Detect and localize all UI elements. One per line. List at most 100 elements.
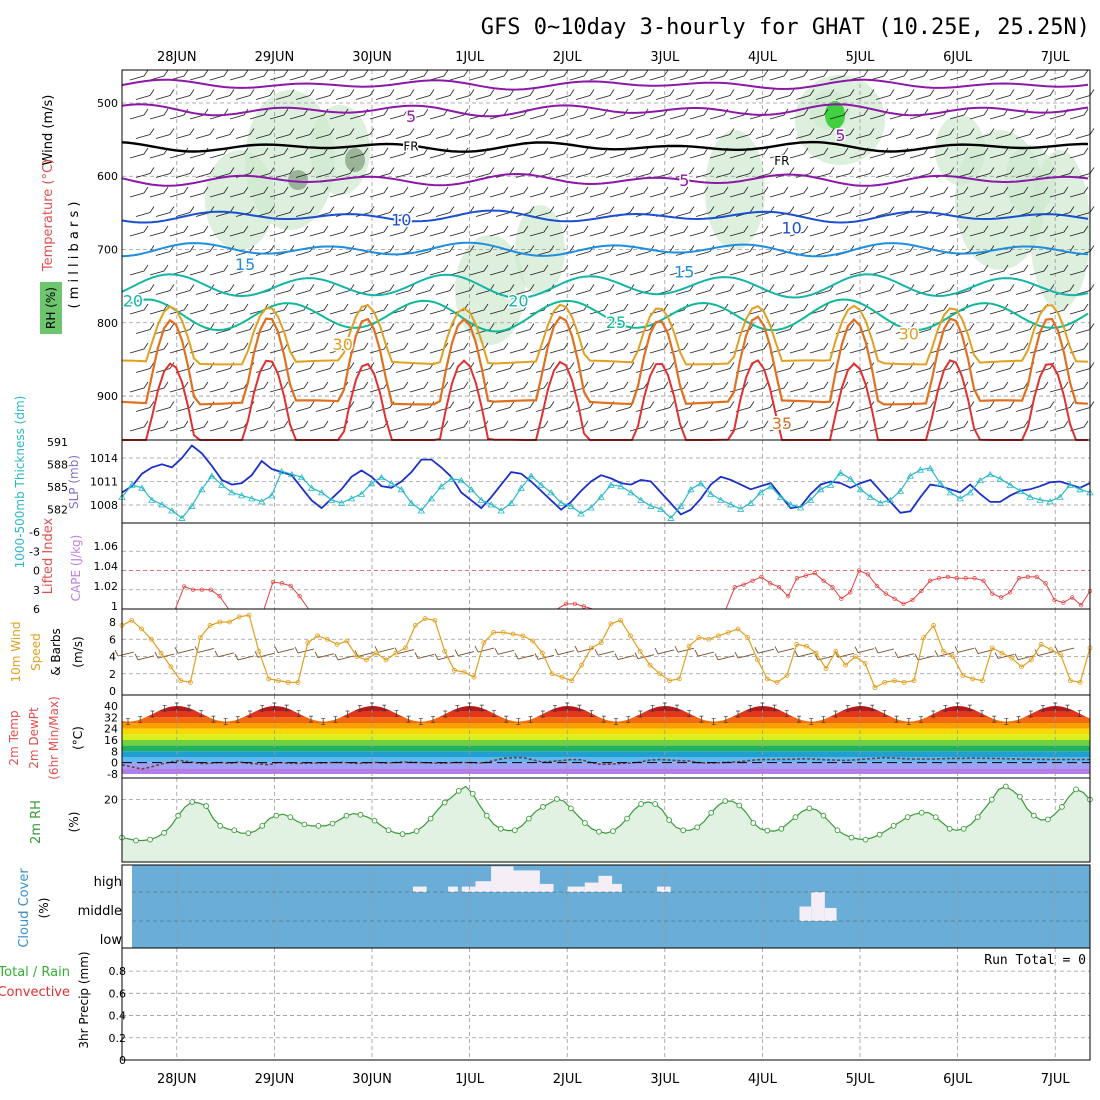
wind-speed-marker — [197, 635, 203, 640]
thickness-marker — [796, 504, 805, 511]
wind-speed-marker — [442, 648, 448, 654]
cloud-block — [567, 886, 585, 892]
wind-speed-marker — [862, 661, 868, 666]
wind-barb — [269, 342, 289, 354]
wind-barb — [755, 89, 775, 100]
wind-barb — [975, 89, 995, 100]
wind-barb — [495, 89, 515, 100]
wind-barb — [135, 167, 155, 178]
rh-marker — [273, 812, 280, 819]
wind-barb — [875, 89, 895, 100]
wind-barb — [769, 147, 789, 159]
wind-barb — [529, 147, 549, 159]
lifted-index-marker — [1007, 590, 1013, 595]
wind-speed-marker — [950, 654, 956, 659]
wind-speed-marker — [960, 673, 966, 678]
temperature-range-tick — [577, 704, 582, 712]
wind-barb — [835, 128, 855, 139]
wind-barb — [435, 167, 455, 178]
wind-speed-marker — [354, 654, 360, 659]
wind-barb — [369, 225, 389, 237]
wind-barb — [809, 303, 829, 315]
wind-barb — [795, 284, 815, 295]
wind-barb — [1009, 264, 1029, 276]
wind-barb — [409, 342, 429, 354]
wind-barb — [295, 401, 315, 412]
wind-barb — [395, 167, 415, 178]
wind-barb — [849, 225, 869, 237]
wind-barb — [989, 303, 1009, 315]
wind-barb — [629, 225, 649, 237]
lifted-index-marker — [1061, 600, 1066, 605]
wind-speed-marker — [696, 635, 702, 640]
wind-barb — [929, 186, 949, 198]
wind-barb — [949, 420, 969, 432]
wind-barb — [549, 381, 569, 393]
temperature-range-tick — [272, 702, 277, 710]
wind-barb — [595, 167, 615, 178]
wind-barb — [595, 323, 615, 334]
wind-speed-marker — [549, 671, 555, 677]
wind-barb — [509, 342, 529, 354]
wind-speed-marker — [569, 678, 575, 684]
temperature-tick-label: -8 — [107, 768, 118, 781]
rh-marker — [848, 834, 855, 841]
wind-barb — [1009, 342, 1029, 354]
wind-barb — [395, 89, 415, 100]
thickness-marker — [317, 489, 326, 496]
wind-barb — [1055, 323, 1075, 334]
surface-wind-barb — [874, 646, 895, 654]
wind-barb — [875, 206, 895, 217]
wind-barb — [669, 264, 689, 276]
temperature-range-tick — [772, 704, 777, 712]
wind-barb — [989, 420, 1009, 432]
wind-barb — [335, 128, 355, 139]
wind-barb — [475, 401, 495, 412]
wind-barb — [149, 108, 169, 120]
surface-wind-barb — [114, 649, 135, 657]
temperature-range-tick — [638, 710, 643, 718]
isotherm-contour — [122, 359, 1088, 441]
wind-barb — [1035, 245, 1055, 256]
wind-barb — [689, 225, 709, 237]
precip-convective-label: Convective — [0, 985, 70, 1000]
temperature-tick-label: 8 — [111, 745, 118, 758]
wind-barb — [289, 69, 309, 81]
bottom-date-label: 4JUL — [748, 1072, 778, 1087]
temperature-range-tick — [760, 702, 765, 710]
wind-barb — [189, 225, 209, 237]
surface-wind-barb — [914, 653, 935, 661]
temperature-range-tick — [699, 715, 704, 723]
top-date-label: 29JUN — [255, 50, 295, 65]
wind-barb — [989, 186, 1009, 198]
surface-wind-barb — [674, 645, 695, 653]
wind-barb — [675, 89, 695, 100]
wind-barb — [715, 323, 735, 334]
thickness-marker — [687, 486, 695, 493]
temperature-band — [122, 751, 1090, 757]
wind-speed-marker — [344, 638, 350, 644]
wind-barb — [809, 69, 829, 81]
wind-barb — [435, 89, 455, 100]
wind-barb — [935, 89, 955, 100]
wind-barb — [909, 381, 929, 393]
wind-barb — [815, 245, 835, 256]
wind-barb — [709, 420, 729, 432]
thickness-marker — [786, 501, 795, 508]
wind-barb — [795, 206, 815, 217]
wind-barb — [609, 108, 629, 120]
wind-barb — [575, 128, 595, 139]
wind-barb — [709, 342, 729, 354]
pressure-axis-label: ( m i l l i b a r s ) — [67, 202, 82, 309]
temperature-range-tick — [467, 702, 472, 710]
temperature-range-tick — [662, 702, 667, 710]
lifted-index-marker — [892, 596, 897, 601]
temperature-range-tick — [1028, 710, 1033, 718]
wind-barb — [715, 401, 735, 412]
temperature-range-tick — [309, 715, 313, 723]
temperature-band-top — [122, 695, 1090, 706]
rh-marker — [217, 823, 224, 829]
wind-barb — [315, 128, 335, 139]
rh-marker — [385, 827, 392, 834]
thickness-marker — [776, 493, 785, 500]
